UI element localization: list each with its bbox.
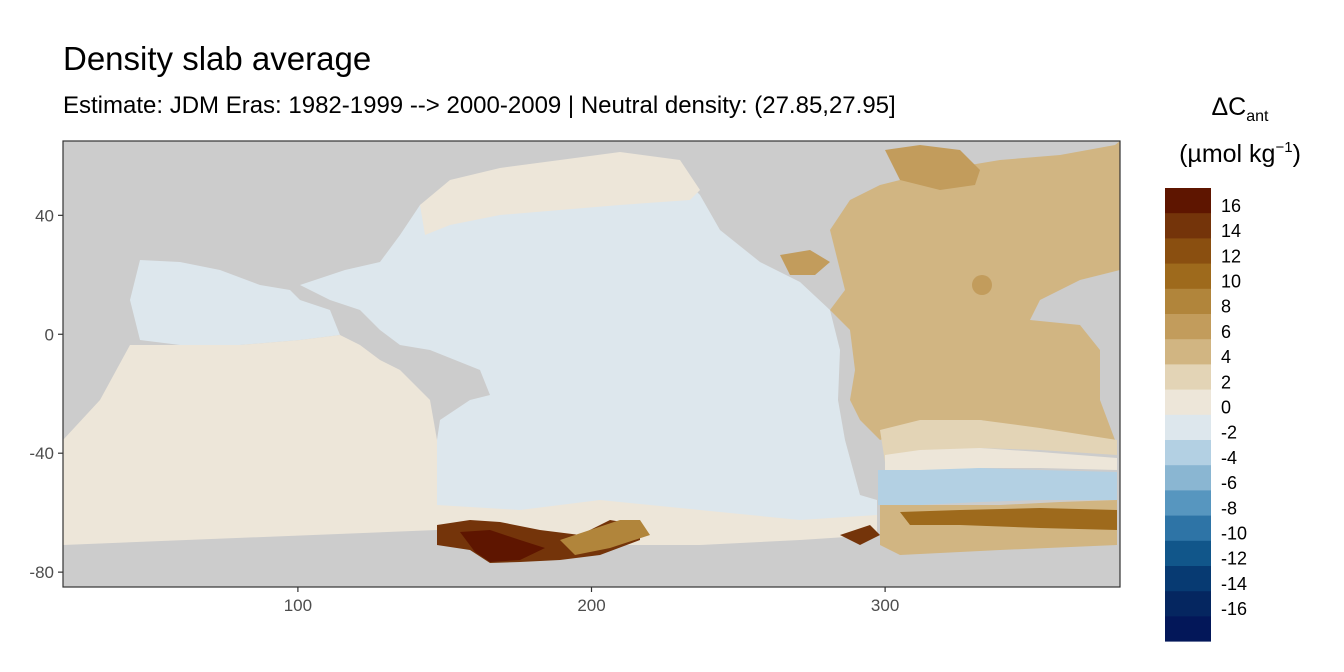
x-tick-label: 200 <box>577 596 605 615</box>
legend-label: -14 <box>1221 574 1247 594</box>
peninsula-dark <box>840 525 880 545</box>
legend-swatch <box>1165 188 1211 214</box>
map-panel <box>62 140 1121 588</box>
south-atlantic-band-1 <box>880 420 1117 462</box>
south-atlantic-band-2 <box>885 448 1117 478</box>
legend-swatch <box>1165 389 1211 416</box>
y-tick-label: -40 <box>29 444 54 463</box>
legend-label: -8 <box>1221 498 1237 518</box>
legend-swatch <box>1165 616 1211 642</box>
pacific-ocean-region <box>300 162 877 530</box>
legend-swatch <box>1165 364 1211 391</box>
north-pacific-band <box>420 152 700 235</box>
legend-swatch <box>1165 566 1211 592</box>
legend-label: 2 <box>1221 372 1231 392</box>
legend-label: -10 <box>1221 524 1247 544</box>
indian-ocean-region <box>130 260 340 345</box>
y-tick-label: 0 <box>45 325 54 344</box>
legend-label: 6 <box>1221 322 1231 342</box>
labrador-sea-region <box>885 145 980 190</box>
legend-swatch <box>1165 414 1211 441</box>
x-tick-label: 100 <box>284 596 312 615</box>
chart-subtitle: Estimate: JDM Eras: 1982-1999 --> 2000-2… <box>63 92 896 119</box>
legend-label: 8 <box>1221 297 1231 317</box>
ross-sea-mid <box>560 520 650 555</box>
legend-label: -12 <box>1221 549 1247 569</box>
weddell-dark <box>900 508 1117 530</box>
legend-swatch <box>1165 238 1211 265</box>
legend-swatch <box>1165 339 1211 365</box>
ross-sea-core <box>460 530 545 562</box>
y-tick-label: -80 <box>29 563 54 582</box>
legend-swatch <box>1165 490 1211 517</box>
legend-label: 4 <box>1221 347 1231 367</box>
legend-label: 12 <box>1221 246 1241 266</box>
legend-label: -4 <box>1221 448 1237 468</box>
southern-indian-region <box>63 335 437 545</box>
legend-label: 16 <box>1221 196 1241 216</box>
x-tick-label: 300 <box>871 596 899 615</box>
legend-label: 10 <box>1221 272 1241 292</box>
legend-swatch <box>1165 540 1211 567</box>
legend-label: -2 <box>1221 423 1237 443</box>
legend-title: ΔCant <box>1211 93 1269 125</box>
legend: ΔCant (µmol kg−1) 16 14 12 10 8 6 4 2 0 -2 -4 -6 -8 -10… <box>1165 93 1301 642</box>
chart-title: Density slab average <box>63 40 372 77</box>
legend-swatch <box>1165 465 1211 491</box>
caribbean-region <box>780 250 830 275</box>
legend-swatch <box>1165 314 1211 340</box>
legend-label: 14 <box>1221 221 1241 241</box>
legend-swatch <box>1165 263 1211 290</box>
legend-label: -16 <box>1221 599 1247 619</box>
south-atlantic-band-3 <box>878 468 1117 505</box>
legend-swatch <box>1165 515 1211 542</box>
central-atlantic-blob <box>972 275 992 295</box>
legend-units: (µmol kg−1) <box>1179 139 1301 168</box>
legend-swatch <box>1165 440 1211 466</box>
legend-label: -6 <box>1221 473 1237 493</box>
legend-swatch <box>1165 591 1211 617</box>
legend-swatch <box>1165 213 1211 239</box>
legend-swatch <box>1165 288 1211 315</box>
legend-label: 0 <box>1221 398 1231 418</box>
y-tick-label: 40 <box>35 206 54 225</box>
